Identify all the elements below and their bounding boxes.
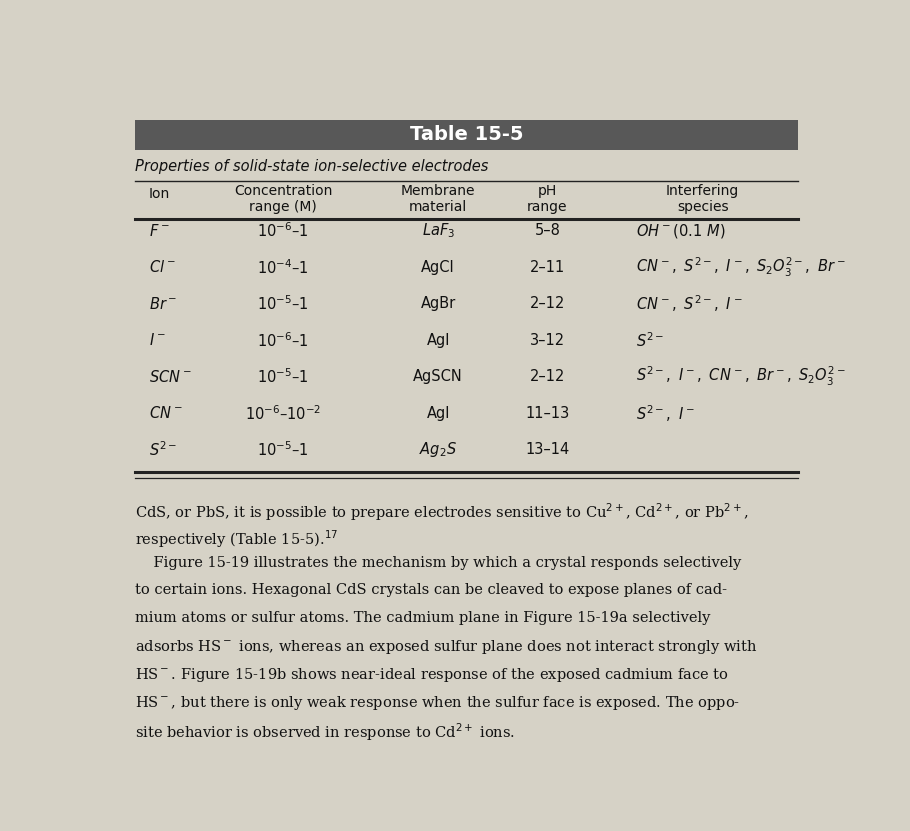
- Text: $10^{-5}$–1: $10^{-5}$–1: [258, 294, 308, 313]
- Text: $LaF_3$: $LaF_3$: [421, 222, 455, 240]
- Text: $10^{-6}$–1: $10^{-6}$–1: [258, 331, 308, 350]
- Text: respectively (Table 15-5).$^{17}$: respectively (Table 15-5).$^{17}$: [135, 529, 339, 550]
- Text: AgI: AgI: [427, 406, 450, 420]
- Text: $S^{2-},\ I^-,\ CN^-,\ Br^-,\ S_2O_3^{2-}$: $S^{2-},\ I^-,\ CN^-,\ Br^-,\ S_2O_3^{2-…: [635, 365, 845, 388]
- Text: range: range: [527, 200, 568, 214]
- Text: Concentration: Concentration: [234, 184, 332, 198]
- Text: $CN^-$: $CN^-$: [149, 406, 183, 421]
- Text: Ion: Ion: [149, 187, 170, 201]
- Text: AgCl: AgCl: [421, 260, 455, 275]
- Text: $S^{2-},\ I^-$: $S^{2-},\ I^-$: [635, 403, 695, 424]
- Text: 2–12: 2–12: [530, 369, 565, 384]
- FancyBboxPatch shape: [135, 120, 798, 150]
- Text: $I^-$: $I^-$: [149, 332, 166, 348]
- Text: 5–8: 5–8: [534, 224, 561, 238]
- Text: $Ag_2S$: $Ag_2S$: [420, 440, 457, 460]
- Text: HS$^-$, but there is only weak response when the sulfur face is exposed. The opp: HS$^-$, but there is only weak response …: [135, 694, 740, 711]
- Text: site behavior is observed in response to Cd$^{2+}$ ions.: site behavior is observed in response to…: [135, 721, 515, 743]
- Text: to certain ions. Hexagonal CdS crystals can be cleaved to expose planes of cad-: to certain ions. Hexagonal CdS crystals …: [135, 583, 727, 597]
- Text: range (M): range (M): [249, 200, 317, 214]
- Text: pH: pH: [538, 184, 557, 198]
- Text: $S^{2-}$: $S^{2-}$: [149, 440, 177, 459]
- Text: $OH^-(0.1\ M)$: $OH^-(0.1\ M)$: [635, 222, 725, 240]
- Text: $CN^-,\ S^{2-},\ I^-,\ S_2O_3^{2-},\ Br^-$: $CN^-,\ S^{2-},\ I^-,\ S_2O_3^{2-},\ Br^…: [635, 256, 845, 279]
- Text: Properties of solid-state ion-selective electrodes: Properties of solid-state ion-selective …: [135, 159, 489, 174]
- Text: material: material: [409, 200, 468, 214]
- Text: Membrane: Membrane: [401, 184, 475, 198]
- Text: AgBr: AgBr: [420, 297, 456, 312]
- Text: $10^{-5}$–1: $10^{-5}$–1: [258, 367, 308, 386]
- Text: HS$^-$. Figure 15-19b shows near-ideal response of the exposed cadmium face to: HS$^-$. Figure 15-19b shows near-ideal r…: [135, 666, 729, 684]
- Text: Interfering: Interfering: [666, 184, 739, 198]
- Text: $10^{-4}$–1: $10^{-4}$–1: [258, 258, 308, 277]
- Text: 13–14: 13–14: [525, 442, 570, 457]
- Text: AgI: AgI: [427, 332, 450, 348]
- Text: $CN^-,\ S^{2-},\ I^-$: $CN^-,\ S^{2-},\ I^-$: [635, 293, 743, 314]
- Text: $10^{-6}$–1: $10^{-6}$–1: [258, 222, 308, 240]
- Text: 11–13: 11–13: [525, 406, 570, 420]
- Text: 2–12: 2–12: [530, 297, 565, 312]
- Text: species: species: [677, 200, 728, 214]
- Text: $Br^-$: $Br^-$: [149, 296, 177, 312]
- Text: mium atoms or sulfur atoms. The cadmium plane in Figure 15-19a selectively: mium atoms or sulfur atoms. The cadmium …: [135, 611, 711, 625]
- Text: $Cl^-$: $Cl^-$: [149, 259, 176, 275]
- Text: 2–11: 2–11: [530, 260, 565, 275]
- Text: adsorbs HS$^-$ ions, whereas an exposed sulfur plane does not interact strongly : adsorbs HS$^-$ ions, whereas an exposed …: [135, 638, 757, 656]
- Text: $SCN^-$: $SCN^-$: [149, 369, 192, 385]
- Text: AgSCN: AgSCN: [413, 369, 463, 384]
- Text: Figure 15-19 illustrates the mechanism by which a crystal responds selectively: Figure 15-19 illustrates the mechanism b…: [135, 556, 741, 570]
- Text: $F^-$: $F^-$: [149, 223, 170, 238]
- Text: $S^{2-}$: $S^{2-}$: [635, 331, 664, 350]
- Text: Table 15-5: Table 15-5: [410, 125, 523, 145]
- Text: CdS, or PbS, it is possible to prepare electrodes sensitive to Cu$^{2+}$, Cd$^{2: CdS, or PbS, it is possible to prepare e…: [135, 501, 749, 523]
- Text: 3–12: 3–12: [530, 332, 565, 348]
- Text: $10^{-5}$–1: $10^{-5}$–1: [258, 440, 308, 459]
- Text: $10^{-6}$–$10^{-2}$: $10^{-6}$–$10^{-2}$: [245, 404, 321, 423]
